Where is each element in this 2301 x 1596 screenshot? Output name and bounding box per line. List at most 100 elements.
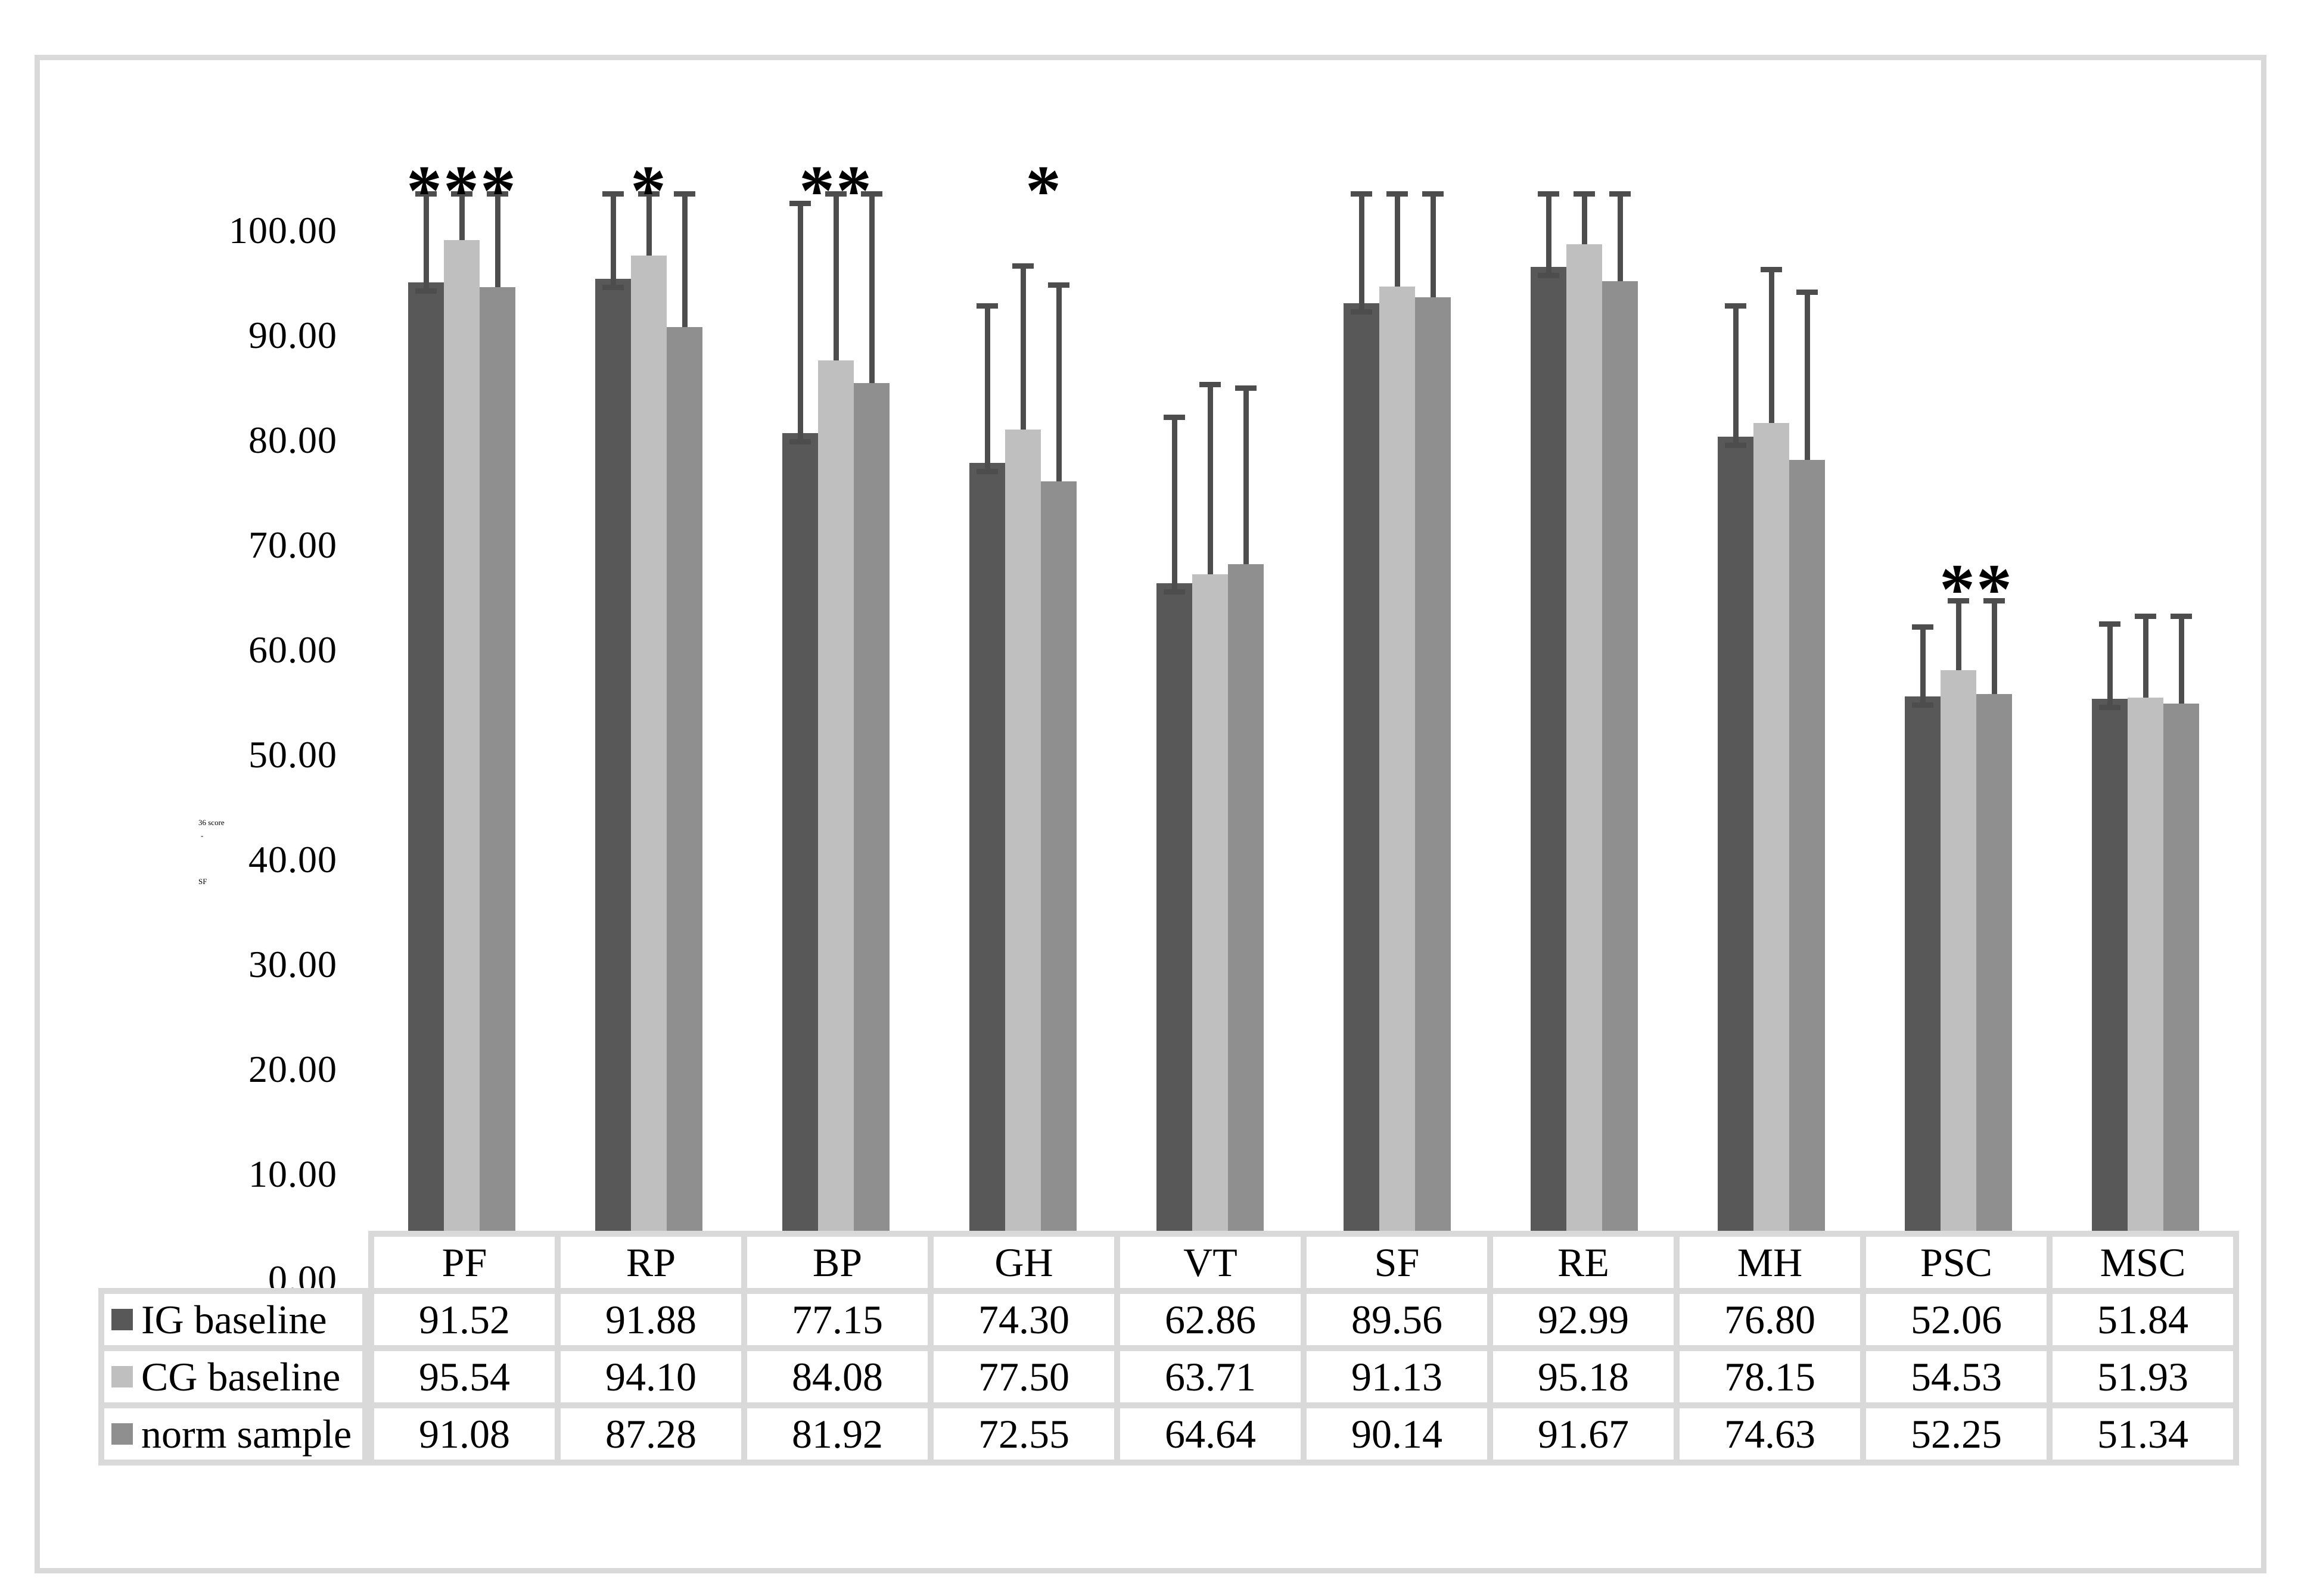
y-axis-tick-label: 80.00	[248, 419, 337, 461]
error-cap-top	[638, 191, 660, 197]
table-value-cell: 54.53	[1866, 1351, 2047, 1402]
table-value-cell: 84.08	[747, 1351, 928, 1402]
table-value-cell: 74.63	[1680, 1408, 1860, 1460]
bar-ig-baseline-MSC	[2092, 698, 2128, 1237]
significance-marker-rp: *	[630, 150, 667, 230]
error-cap-top	[1422, 191, 1444, 197]
bar-ig-baseline-RP	[595, 278, 631, 1237]
error-whisker	[1546, 194, 1551, 278]
table-value-cell: 78.15	[1680, 1351, 1860, 1402]
error-whisker	[1394, 194, 1400, 287]
table-value-cell: 91.52	[374, 1294, 555, 1345]
error-cap-bottom	[1164, 589, 1185, 595]
error-cap-top	[1574, 191, 1595, 197]
legend-label: norm sample	[141, 1411, 352, 1457]
bar-norm-sample-RP	[667, 326, 702, 1237]
bar-norm-sample-MH	[1789, 459, 1825, 1237]
error-cap-top	[1761, 266, 1782, 272]
table-value-cell: 63.71	[1120, 1351, 1301, 1402]
legend-label: IG baseline	[141, 1296, 327, 1342]
table-value-cell: 87.28	[561, 1408, 741, 1460]
error-cap-bottom	[977, 469, 998, 475]
bar-cg-baseline-RP	[631, 255, 667, 1237]
y-axis-tick-label: 20.00	[248, 1048, 337, 1090]
error-cap-top	[1983, 598, 2005, 603]
error-whisker	[1430, 194, 1436, 297]
legend-row: IG baseline	[104, 1294, 362, 1345]
table-header-cell-pf: PF	[374, 1237, 555, 1288]
table-header-cell-re: RE	[1493, 1237, 1674, 1288]
table-value-cell: 95.18	[1493, 1351, 1674, 1402]
error-whisker	[1920, 626, 1926, 707]
legend-table: IG baseline CG baseline norm sample	[98, 1288, 368, 1466]
table-value-cell: 52.06	[1866, 1294, 2047, 1345]
error-whisker	[1617, 194, 1623, 281]
bar-norm-sample-PSC	[1976, 694, 2012, 1237]
error-whisker	[1991, 600, 1997, 695]
bar-cg-baseline-MH	[1753, 422, 1789, 1237]
bar-ig-baseline-BP	[782, 433, 818, 1237]
legend-swatch	[111, 1423, 133, 1445]
y-axis-tick-label: 50.00	[248, 733, 337, 776]
table-value-cell: 91.08	[374, 1408, 555, 1460]
error-cap-top	[2171, 614, 2192, 620]
table-value-cell: 94.10	[561, 1351, 741, 1402]
table-value-cell: 77.15	[747, 1294, 928, 1345]
error-whisker	[797, 203, 803, 444]
figure-frame	[35, 55, 2266, 1573]
legend-swatch	[111, 1366, 133, 1387]
significance-marker-gh: *	[1025, 150, 1062, 230]
error-cap-bottom	[1725, 443, 1746, 449]
table-value-cell: 95.54	[374, 1351, 555, 1402]
table-value-cell: 72.55	[934, 1408, 1114, 1460]
error-whisker	[1243, 387, 1249, 565]
y-axis-title-fragment: SF	[198, 877, 207, 886]
table-value-cell: 91.88	[561, 1294, 741, 1345]
error-whisker	[1358, 194, 1364, 314]
table-header-cell-sf: SF	[1307, 1237, 1487, 1288]
table-value-cell: 90.14	[1307, 1408, 1487, 1460]
table-value-cell: 62.86	[1120, 1294, 1301, 1345]
legend-row: CG baseline	[104, 1351, 362, 1402]
error-cap-bottom	[602, 284, 624, 290]
error-whisker	[2143, 616, 2148, 698]
error-cap-top	[674, 191, 695, 197]
bar-cg-baseline-MSC	[2128, 698, 2163, 1237]
table-value-cell: 91.67	[1493, 1408, 1674, 1460]
bar-ig-baseline-RE	[1531, 267, 1566, 1237]
error-cap-top	[789, 200, 811, 206]
table-value-cell: 74.30	[934, 1294, 1114, 1345]
error-cap-top	[1012, 263, 1034, 269]
table-header-cell-vt: VT	[1120, 1237, 1301, 1288]
error-whisker	[1056, 285, 1062, 482]
error-cap-top	[487, 191, 508, 197]
bar-norm-sample-SF	[1415, 297, 1451, 1237]
error-cap-top	[451, 191, 472, 197]
table-value-cell: 52.25	[1866, 1408, 2047, 1460]
error-cap-bottom	[1351, 309, 1372, 315]
error-cap-top	[2135, 614, 2156, 620]
error-whisker	[1581, 194, 1587, 244]
table-value-cell: 89.56	[1307, 1294, 1487, 1345]
error-cap-top	[825, 191, 847, 197]
bar-norm-sample-BP	[854, 383, 890, 1237]
error-whisker	[2107, 623, 2113, 710]
error-whisker	[1207, 384, 1213, 574]
error-cap-top	[1796, 290, 1818, 295]
bar-ig-baseline-PF	[408, 282, 444, 1237]
error-cap-bottom	[1912, 702, 1933, 708]
bar-norm-sample-PF	[480, 287, 515, 1237]
table-header-cell-gh: GH	[934, 1237, 1114, 1288]
table-header-cell-msc: MSC	[2053, 1237, 2233, 1288]
bar-norm-sample-RE	[1602, 281, 1638, 1237]
error-whisker	[1733, 306, 1739, 448]
y-axis-tick-label: 100.00	[229, 209, 337, 251]
y-axis-tick-label: 70.00	[248, 524, 337, 566]
table-value-cell: 51.84	[2053, 1294, 2233, 1345]
error-whisker	[646, 194, 652, 256]
table-value-cell: 92.99	[1493, 1294, 1674, 1345]
error-cap-top	[1609, 191, 1631, 197]
